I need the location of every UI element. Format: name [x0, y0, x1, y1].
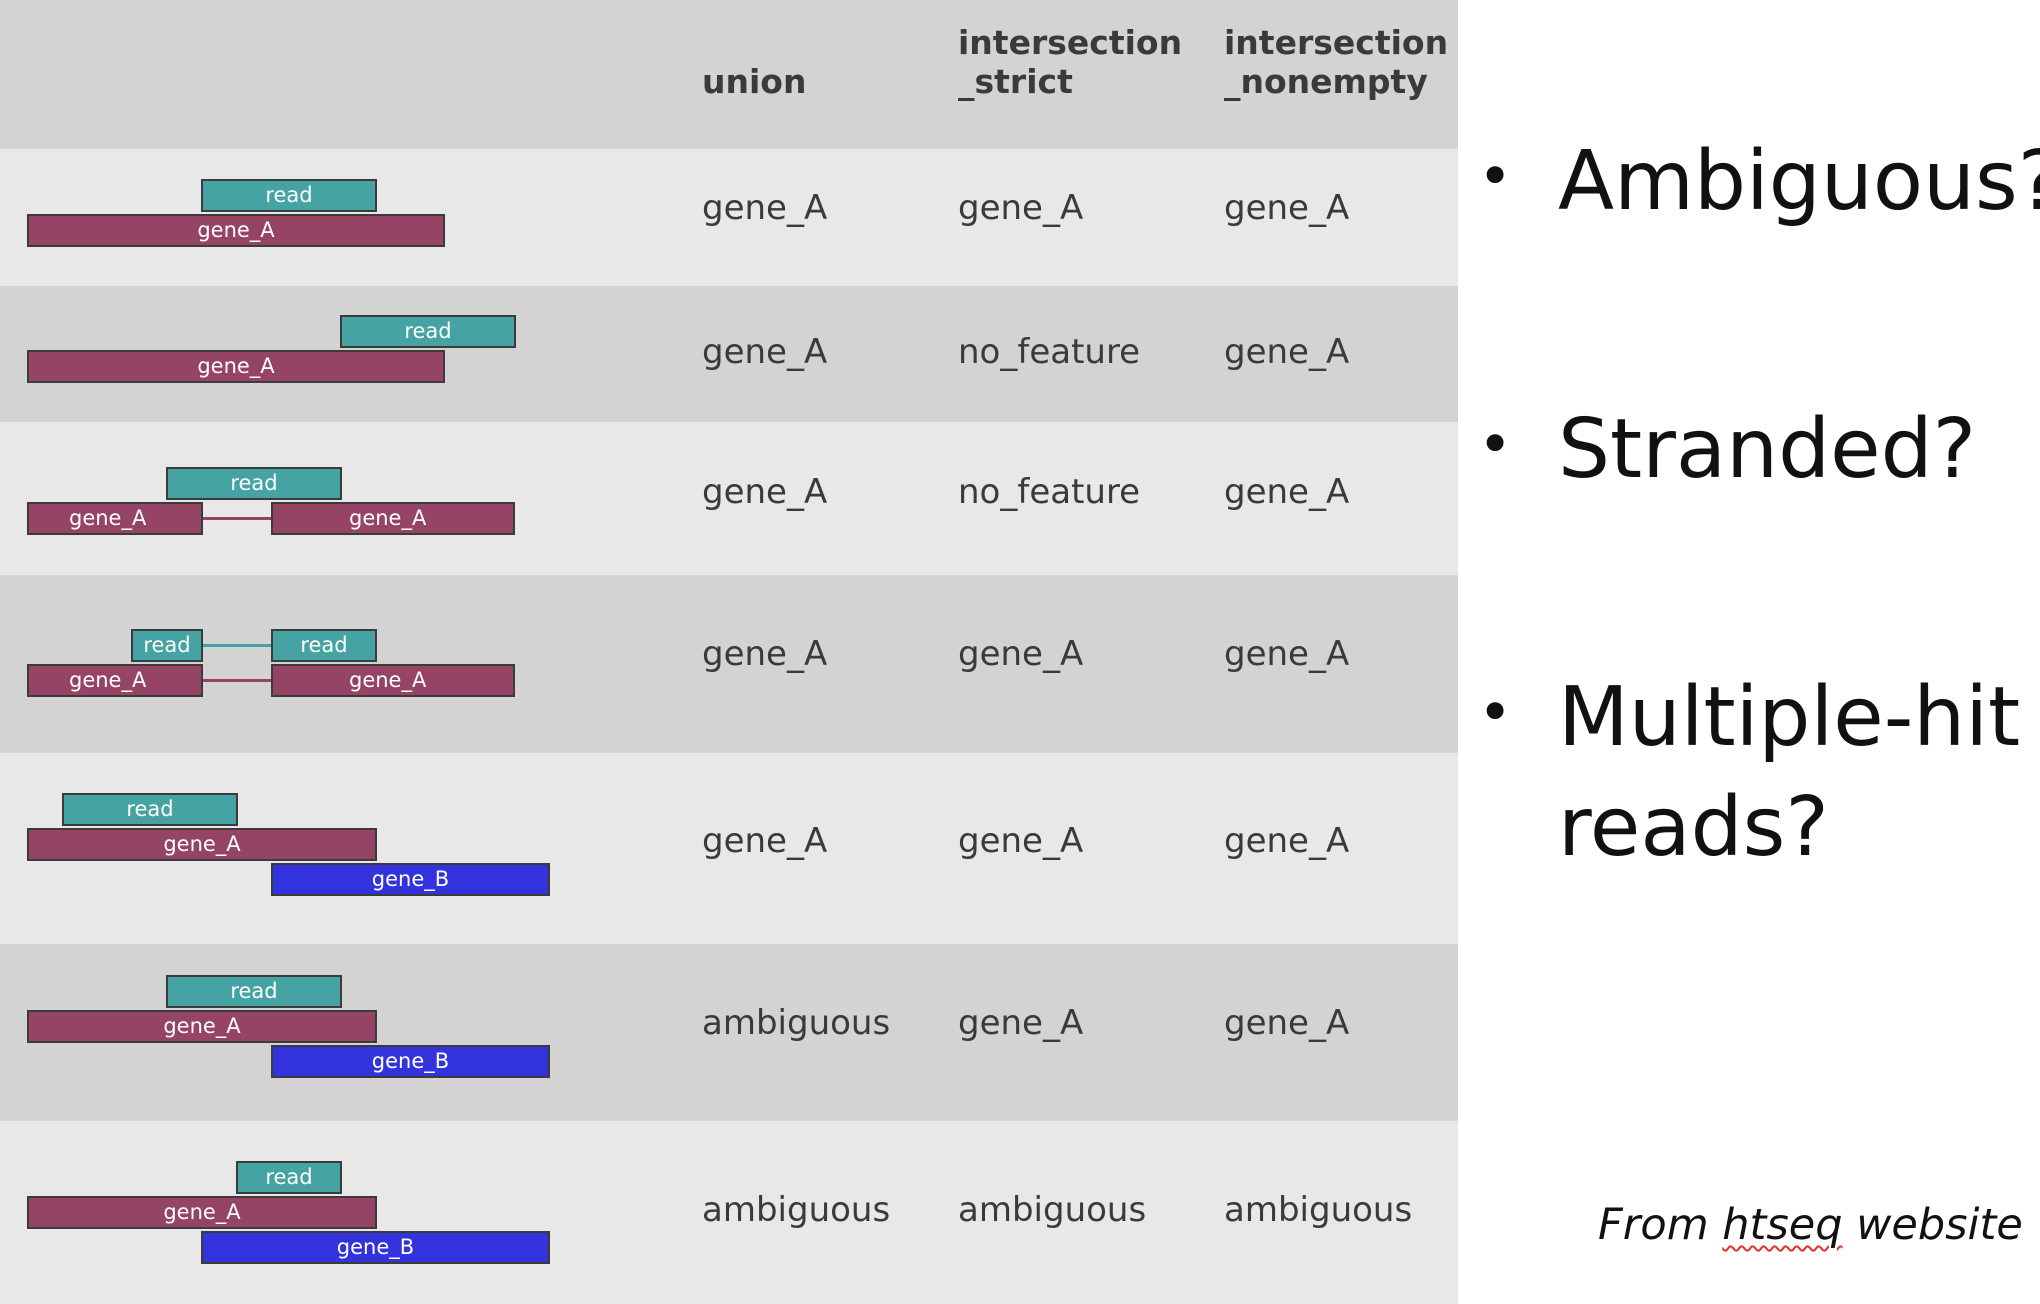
- gene-b-box: gene_B: [271, 1045, 550, 1078]
- column-header-intersection-nonempty: intersection _nonempty: [1224, 23, 1449, 101]
- result-intersection-nonempty: gene_A: [1224, 821, 1350, 861]
- gene-a-box: gene_A: [27, 350, 445, 383]
- result-intersection-nonempty: gene_A: [1224, 188, 1350, 228]
- gene-a-exon-right: gene_A: [271, 502, 515, 535]
- gene-a-box: gene_A: [27, 214, 445, 247]
- bullet-dot: •: [1478, 678, 1513, 746]
- result-union: ambiguous: [702, 1190, 891, 1230]
- result-union: ambiguous: [702, 1003, 891, 1043]
- gene-a-box: gene_A: [27, 828, 377, 861]
- gene-a-exon-left: gene_A: [27, 502, 203, 535]
- column-header-intersection-strict: intersection _strict: [958, 23, 1183, 101]
- result-intersection-strict: no_feature: [958, 332, 1141, 372]
- bullet-ambiguous: Ambiguous?: [1558, 134, 2040, 229]
- mode-comparison-table: union intersection _strict intersection …: [0, 0, 1458, 1304]
- result-intersection-strict: no_feature: [958, 472, 1141, 512]
- source-suffix: website: [1842, 1200, 2023, 1250]
- source-note: From htseq website: [1598, 1200, 2023, 1250]
- result-intersection-nonempty: ambiguous: [1224, 1190, 1413, 1230]
- read-box: read: [166, 467, 342, 500]
- read-box: read: [166, 975, 342, 1008]
- read-box: read: [201, 179, 377, 212]
- read-box-left: read: [131, 629, 203, 662]
- row-band-4: [0, 575, 1458, 753]
- gene-a-exon-right: gene_A: [271, 664, 515, 697]
- gene-a-box: gene_A: [27, 1196, 377, 1229]
- read-box: read: [236, 1161, 342, 1194]
- result-intersection-strict: gene_A: [958, 821, 1084, 861]
- result-union: gene_A: [702, 472, 828, 512]
- bullet-dot: •: [1478, 142, 1513, 210]
- result-intersection-nonempty: gene_A: [1224, 634, 1350, 674]
- read-box: read: [62, 793, 238, 826]
- column-header-union: union: [702, 62, 807, 101]
- result-intersection-strict: gene_A: [958, 1003, 1084, 1043]
- read-box-right: read: [271, 629, 377, 662]
- result-union: gene_A: [702, 821, 828, 861]
- result-intersection-nonempty: gene_A: [1224, 472, 1350, 512]
- result-intersection-strict: gene_A: [958, 188, 1084, 228]
- result-intersection-strict: ambiguous: [958, 1190, 1147, 1230]
- result-intersection-strict: gene_A: [958, 634, 1084, 674]
- gene-a-box: gene_A: [27, 1010, 377, 1043]
- bullet-multiple-hit-reads: Multiple-hit reads?: [1558, 670, 2021, 875]
- result-union: gene_A: [702, 188, 828, 228]
- result-intersection-nonempty: gene_A: [1224, 1003, 1350, 1043]
- source-link: htseq: [1722, 1200, 1843, 1250]
- header-band: [0, 0, 1458, 149]
- gene-a-exon-left: gene_A: [27, 664, 203, 697]
- read-pair-link: [203, 644, 271, 647]
- result-union: gene_A: [702, 332, 828, 372]
- gene-b-box: gene_B: [271, 863, 550, 896]
- source-prefix: From: [1598, 1200, 1723, 1250]
- bullet-dot: •: [1478, 410, 1513, 478]
- intron-link: [203, 517, 271, 520]
- gene-b-box: gene_B: [201, 1231, 550, 1264]
- result-intersection-nonempty: gene_A: [1224, 332, 1350, 372]
- intron-link: [203, 679, 271, 682]
- bullet-stranded: Stranded?: [1558, 402, 1977, 497]
- result-union: gene_A: [702, 634, 828, 674]
- read-box: read: [340, 315, 516, 348]
